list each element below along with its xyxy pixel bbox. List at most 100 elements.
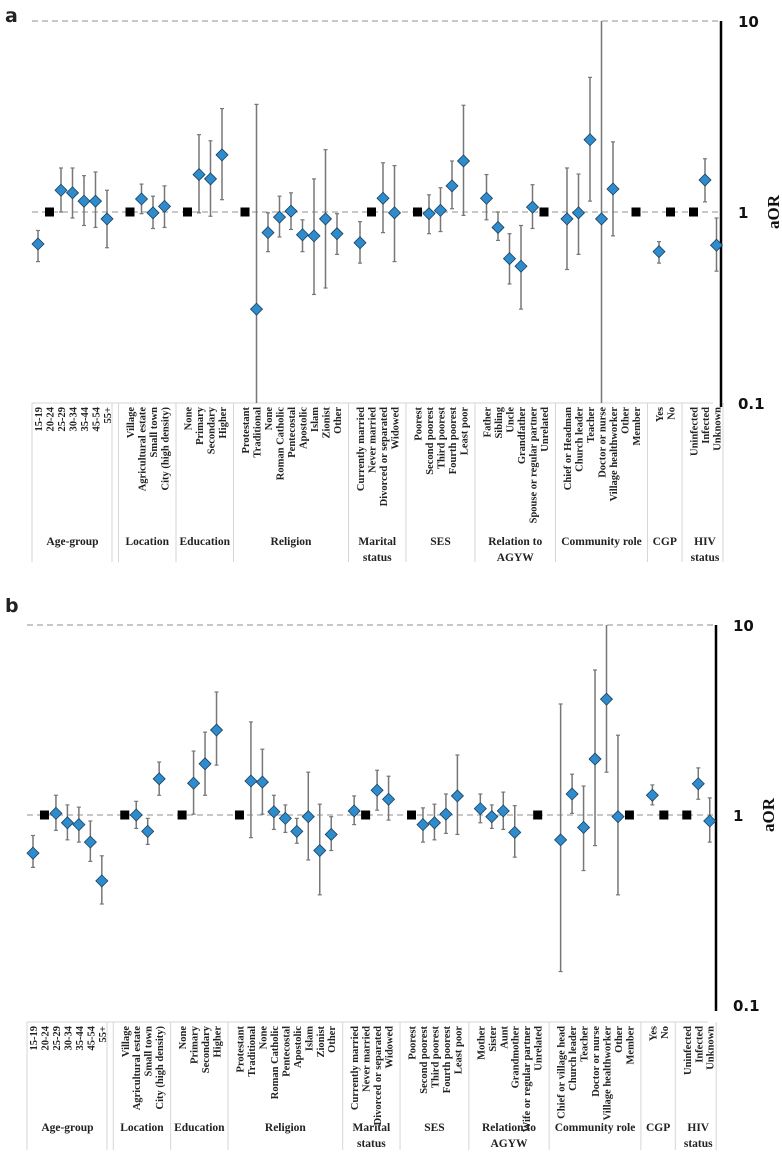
category-label: Currently married bbox=[356, 407, 367, 491]
aor-point bbox=[278, 811, 292, 825]
aor-point bbox=[157, 199, 172, 213]
aor-point bbox=[554, 833, 568, 847]
aor-point bbox=[187, 776, 201, 790]
aor-point bbox=[456, 154, 471, 168]
aor-point bbox=[100, 212, 114, 226]
category-label: 25-29 bbox=[52, 1026, 63, 1051]
y-tick-label: 1 bbox=[738, 204, 748, 222]
category-label: 55+ bbox=[98, 1026, 109, 1043]
group-label: CGP bbox=[646, 1122, 670, 1134]
reference-marker bbox=[631, 207, 641, 217]
aor-point bbox=[485, 810, 499, 824]
reference-marker bbox=[689, 207, 698, 217]
aor-point bbox=[433, 203, 448, 217]
aor-point bbox=[54, 183, 68, 197]
aor-point bbox=[491, 220, 505, 235]
category-label: Chief or Headman bbox=[563, 407, 574, 490]
y-tick-label: 0.1 bbox=[733, 997, 760, 1015]
aor-point bbox=[77, 194, 91, 208]
group-label: SES bbox=[430, 536, 450, 548]
category-label: Zionist bbox=[322, 407, 333, 439]
reference-marker bbox=[533, 810, 543, 820]
reference-marker bbox=[413, 207, 422, 217]
category-label: Second poorest bbox=[425, 407, 436, 475]
group-label: Community role bbox=[555, 1122, 636, 1134]
reference-marker bbox=[361, 810, 371, 820]
category-label: 30-34 bbox=[69, 406, 80, 431]
category-label: Teacher bbox=[580, 1026, 591, 1062]
aor-point bbox=[588, 752, 602, 766]
category-label: Roman Catholic bbox=[270, 1026, 281, 1100]
aor-point bbox=[525, 200, 540, 214]
aor-point bbox=[301, 810, 315, 824]
category-label: Zionist bbox=[316, 1026, 327, 1058]
category-label: 35-44 bbox=[80, 406, 91, 431]
category-label: Other bbox=[621, 407, 632, 434]
group-label: Location bbox=[120, 1122, 164, 1134]
category-label: 25-29 bbox=[57, 407, 68, 432]
category-label: Uncle bbox=[506, 407, 517, 433]
category-label: City (high density) bbox=[155, 1026, 166, 1110]
group-label: Age-group bbox=[41, 1122, 93, 1134]
category-label: Least poor bbox=[453, 1026, 464, 1074]
category-label: 30-34 bbox=[63, 1025, 74, 1050]
group-label: Relation to bbox=[488, 536, 542, 548]
aor-point bbox=[330, 227, 344, 241]
category-label: 45-54 bbox=[86, 1025, 97, 1050]
category-label: Primary bbox=[190, 1025, 201, 1064]
aor-point bbox=[88, 194, 103, 208]
category-label: Fourth poorest bbox=[442, 1026, 453, 1094]
category-label: Spouse or regular partner bbox=[529, 407, 540, 524]
panel-a: a 10 1 0.1 aOR 15-19 20-24 25-29 30-34 35-44 45-54… bbox=[5, 5, 782, 564]
aor-point bbox=[422, 207, 436, 221]
category-label: Protestant bbox=[241, 407, 252, 454]
category-label: Least poor bbox=[460, 407, 471, 455]
category-label: Church leader bbox=[575, 407, 586, 472]
category-label: 20-24 bbox=[40, 1025, 51, 1050]
aor-point bbox=[141, 824, 155, 838]
reference-marker bbox=[240, 207, 250, 217]
category-label: None bbox=[184, 407, 195, 431]
reference-marker bbox=[45, 207, 54, 217]
aor-point bbox=[514, 259, 528, 273]
aor-point bbox=[198, 757, 212, 771]
aor-point bbox=[134, 192, 149, 206]
category-label: Unknown bbox=[713, 407, 724, 451]
category-label: Traditional bbox=[253, 407, 264, 458]
category-label: Village bbox=[121, 1026, 132, 1057]
aor-point bbox=[95, 874, 109, 888]
reference-marker bbox=[120, 810, 130, 820]
panel-b: b 10 1 0.1 aOR 15-19 20-24 25-29 30-34 35-44 45-54… bbox=[5, 595, 778, 1150]
category-label: Sister bbox=[488, 1026, 499, 1052]
category-label: Small town bbox=[144, 1026, 155, 1077]
aor-point bbox=[565, 787, 579, 801]
group-label: Education bbox=[180, 536, 231, 548]
aor-point bbox=[445, 179, 459, 193]
aor-point bbox=[49, 806, 63, 820]
category-label: Grandmother bbox=[511, 1026, 522, 1089]
category-label: Member bbox=[625, 1026, 636, 1065]
group-label: status bbox=[684, 1138, 713, 1150]
category-label: Church leader bbox=[568, 1026, 579, 1091]
aor-point bbox=[439, 807, 453, 821]
category-label: Doctor or nurse bbox=[591, 1026, 602, 1097]
group-label: Community role bbox=[561, 536, 642, 548]
category-label: Yes bbox=[648, 1026, 659, 1041]
category-label: Higher bbox=[218, 407, 229, 439]
y-tick-label: 10 bbox=[738, 13, 759, 31]
aor-point bbox=[560, 212, 574, 226]
category-label: None bbox=[258, 1026, 269, 1050]
aor-point bbox=[192, 168, 206, 182]
aor-point bbox=[450, 789, 464, 803]
aor-point bbox=[261, 226, 275, 240]
aor-point bbox=[606, 182, 620, 196]
reference-marker bbox=[183, 207, 192, 217]
aor-point bbox=[307, 229, 321, 243]
reference-marker bbox=[125, 207, 135, 217]
category-label: Yes bbox=[655, 407, 666, 422]
aor-point bbox=[146, 206, 160, 220]
category-label: Unknown bbox=[706, 1026, 717, 1070]
category-label: Pentecostal bbox=[287, 407, 298, 458]
category-label: Never married bbox=[362, 1026, 373, 1092]
